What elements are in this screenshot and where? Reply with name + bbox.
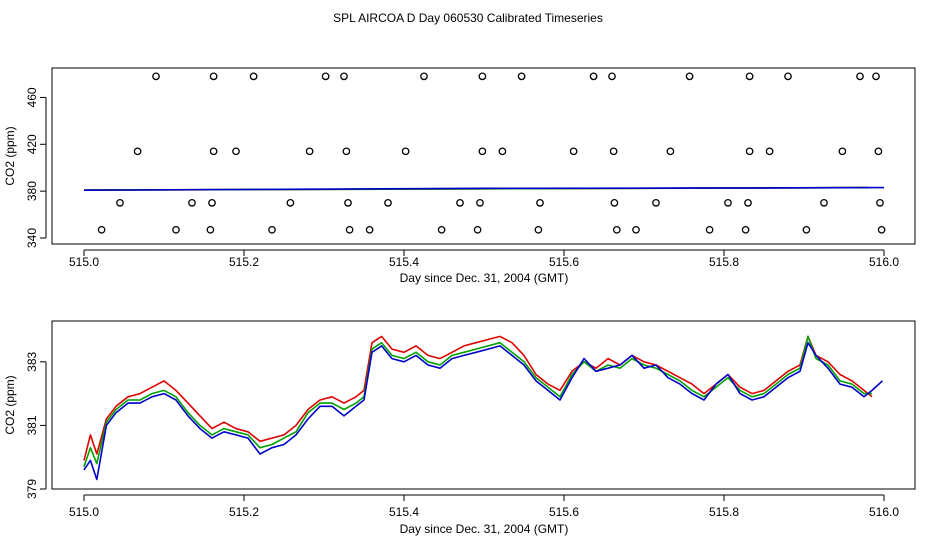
- data-point: [209, 72, 218, 81]
- data-point: [589, 72, 598, 81]
- data-point: [652, 199, 660, 207]
- x-tick-label: 515.0: [69, 505, 99, 519]
- data-point: [517, 72, 526, 81]
- x-tick-label: 515.6: [549, 505, 579, 519]
- x-tick-label: 515.8: [709, 505, 739, 519]
- y-axis-title-bottom: CO2 (ppm): [3, 375, 17, 434]
- data-point: [705, 225, 714, 234]
- plot-frame-bottom: [51, 320, 916, 490]
- data-point: [784, 72, 792, 81]
- data-point: [286, 199, 295, 207]
- data-point: [342, 147, 351, 156]
- data-point: [724, 199, 732, 207]
- data-point: [874, 147, 883, 156]
- series-line-blue: [83, 186, 885, 191]
- data-point: [876, 199, 884, 207]
- data-point: [473, 225, 482, 234]
- data-point: [476, 199, 484, 207]
- data-point: [232, 147, 240, 156]
- x-tick-label: 515.2: [229, 255, 259, 269]
- data-point: [456, 199, 464, 207]
- data-point: [745, 147, 754, 156]
- x-axis-title-bottom: Day since Dec. 31, 2004 (GMT): [400, 522, 569, 536]
- data-point: [365, 225, 374, 234]
- x-tick-label: 516.0: [869, 505, 899, 519]
- chart-title: SPL AIRCOA D Day 060530 Calibrated Times…: [333, 11, 603, 25]
- data-point: [820, 199, 828, 207]
- data-point: [536, 199, 544, 207]
- series-line-blue: [83, 341, 883, 481]
- data-point: [569, 147, 578, 156]
- data-point: [188, 199, 196, 207]
- x-tick-label: 515.8: [709, 255, 739, 269]
- data-point: [608, 72, 616, 81]
- data-point: [209, 147, 218, 156]
- data-point: [437, 225, 446, 234]
- data-point: [206, 225, 215, 234]
- data-point: [116, 199, 124, 207]
- data-point: [632, 225, 640, 234]
- y-axis-title-top: CO2 (ppm): [3, 126, 17, 185]
- data-point: [802, 225, 811, 234]
- x-tick-label: 516.0: [869, 255, 899, 269]
- series-line-green: [83, 335, 872, 467]
- data-point: [745, 72, 754, 81]
- data-point: [478, 147, 487, 156]
- data-point: [344, 199, 352, 207]
- plot-frame-top: [51, 67, 916, 245]
- data-point: [268, 225, 276, 234]
- series-line-red: [83, 335, 873, 461]
- data-point: [856, 72, 864, 81]
- data-point: [133, 147, 142, 156]
- data-point: [609, 147, 618, 156]
- data-point: [765, 147, 774, 156]
- data-point: [321, 72, 330, 81]
- data-point: [420, 72, 428, 81]
- chart-top: Day since Dec. 31, 2004 (GMT) CO2 (ppm) …: [3, 67, 916, 285]
- data-point: [685, 72, 694, 81]
- x-tick-label: 515.4: [389, 255, 419, 269]
- x-tick-label: 515.4: [389, 505, 419, 519]
- data-point: [249, 72, 258, 81]
- data-point: [534, 225, 543, 234]
- x-axis-title-top: Day since Dec. 31, 2004 (GMT): [400, 271, 569, 285]
- data-point: [610, 199, 619, 207]
- data-point: [612, 225, 621, 234]
- data-point: [666, 147, 675, 156]
- y-tick-label: 420: [25, 134, 39, 154]
- x-tick-label: 515.0: [69, 255, 99, 269]
- data-point: [305, 147, 314, 156]
- data-point: [208, 199, 216, 207]
- data-point: [340, 72, 348, 81]
- y-tick-label: 460: [25, 87, 39, 107]
- data-point: [401, 147, 410, 156]
- y-tick-label: 380: [25, 181, 39, 201]
- chart-bottom: Day since Dec. 31, 2004 (GMT) CO2 (ppm) …: [3, 320, 916, 536]
- data-point: [384, 199, 392, 207]
- x-tick-label: 515.2: [229, 505, 259, 519]
- y-tick-label: 383: [25, 351, 39, 371]
- y-tick-label: 340: [25, 228, 39, 248]
- y-tick-label: 379: [25, 479, 39, 499]
- data-point: [478, 72, 487, 81]
- data-point: [741, 225, 750, 234]
- data-point: [498, 147, 507, 156]
- data-point: [172, 225, 180, 234]
- x-tick-label: 515.6: [549, 255, 579, 269]
- data-point: [744, 199, 752, 207]
- data-point: [97, 225, 106, 234]
- data-point: [872, 72, 880, 81]
- y-tick-label: 381: [25, 415, 39, 435]
- data-point: [838, 147, 847, 156]
- data-point: [877, 225, 886, 234]
- data-point: [152, 72, 160, 81]
- data-point: [345, 225, 354, 234]
